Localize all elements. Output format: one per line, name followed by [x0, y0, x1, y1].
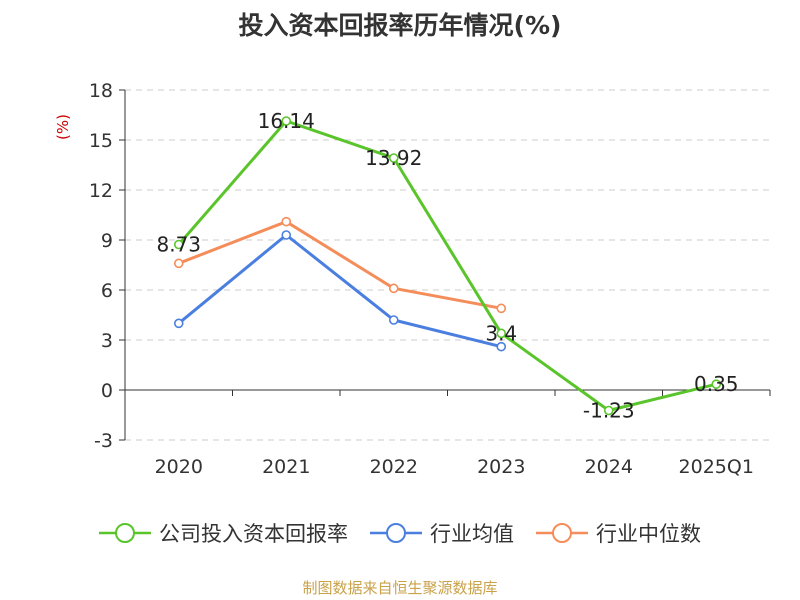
legend-circle [552, 523, 572, 543]
series-line [177, 233, 502, 349]
data-point [496, 303, 507, 314]
legend-item[interactable]: 行业中位数 [536, 518, 701, 548]
series-2 [173, 230, 507, 352]
y-axis-label: (%) [54, 114, 72, 140]
legend-circle [386, 523, 406, 543]
source-note: 制图数据来自恒生聚源数据库 [302, 579, 498, 597]
data-point [173, 318, 184, 329]
y-tick-label: 3 [101, 330, 113, 352]
chart-title: 投入资本回报率历年情况(%) [238, 11, 562, 40]
data-point [496, 328, 507, 339]
y-tick-label: 12 [89, 180, 113, 202]
data-point [388, 283, 399, 294]
axes: -3 0 3 6 9 12 15 18 2020 2021 2022 2023 2024 2025Q1 [89, 80, 771, 478]
y-tick-label: 0 [101, 380, 113, 402]
series-1 [173, 116, 722, 416]
legend-circle [115, 523, 135, 543]
data-label: -1.23 [583, 399, 635, 423]
data-point [603, 405, 614, 416]
legend-line-marker-icon [536, 523, 588, 543]
legend-label: 行业均值 [430, 522, 514, 546]
data-point [496, 341, 507, 352]
data-labels: 8.73 16.14 13.92 3.4 -1.23 0.35 [156, 109, 738, 423]
data-label: 8.73 [156, 233, 201, 257]
y-tick-label: 15 [89, 130, 113, 152]
data-point [388, 315, 399, 325]
x-tick-label: 2023 [477, 456, 525, 478]
x-tick-label: 2021 [262, 456, 310, 478]
x-tick-label: 2025Q1 [679, 456, 754, 478]
y-tick-label: 9 [101, 230, 113, 252]
y-tick-label: -3 [94, 430, 113, 452]
legend: 公司投入资本回报率 行业均值 行业中位数 [0, 518, 800, 548]
data-point [173, 239, 184, 250]
x-tick-label: 2022 [370, 456, 418, 478]
legend-item[interactable]: 公司投入资本回报率 [99, 518, 348, 548]
legend-line-marker-icon [370, 523, 422, 543]
data-point [281, 216, 292, 227]
data-point [388, 153, 399, 163]
data-point [281, 230, 292, 240]
data-point [173, 258, 184, 269]
y-tick-label: 6 [101, 280, 113, 302]
data-point [711, 379, 722, 389]
legend-label: 公司投入资本回报率 [159, 522, 348, 546]
data-label: 3.4 [485, 321, 517, 345]
legend-line-marker-icon [99, 523, 151, 543]
series-lines [173, 116, 722, 416]
gridlines [125, 89, 770, 441]
series-line [178, 220, 502, 310]
legend-item[interactable]: 行业均值 [370, 518, 514, 548]
x-tick-label: 2020 [155, 456, 203, 478]
series-3 [173, 216, 507, 314]
data-point [281, 116, 292, 126]
data-label: 13.92 [365, 146, 422, 170]
x-tick-label: 2024 [585, 456, 633, 478]
data-label: 0.35 [694, 372, 739, 396]
y-tick-label: 18 [89, 80, 113, 102]
legend-label: 行业中位数 [596, 522, 701, 546]
data-label: 16.14 [258, 109, 315, 133]
series-line [177, 119, 717, 412]
